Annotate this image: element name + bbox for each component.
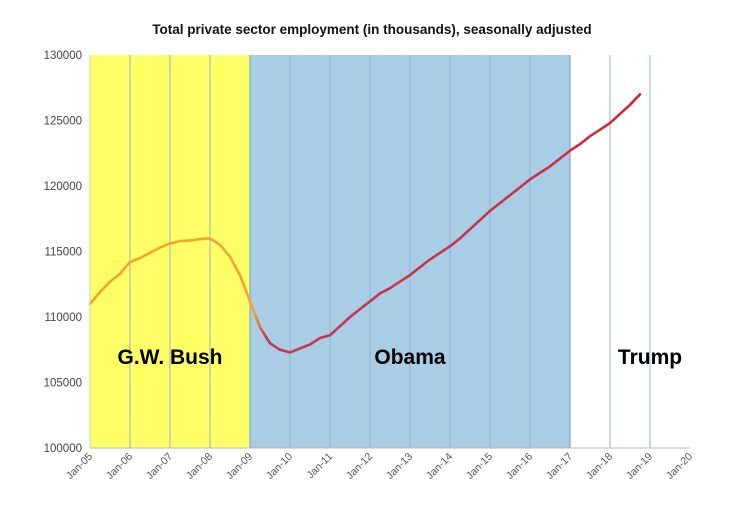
- x-tick-label: Jan-17: [544, 451, 575, 482]
- y-tick-labels: 100000 105000 110000 115000 120000 125000 1300…: [44, 50, 82, 455]
- region-label-g-w-bush: G.W. Bush: [118, 346, 223, 369]
- x-tick-label: Jan-16: [504, 451, 535, 482]
- chart-title: Total private sector employment (in thou…: [152, 22, 591, 37]
- y-tick-label: 115000: [44, 247, 82, 259]
- x-tick-label: Jan-07: [144, 451, 175, 482]
- vertical-gridlines: [129, 55, 651, 448]
- x-tick-label: Jan-09: [224, 451, 255, 482]
- x-tick-label: Jan-19: [624, 451, 655, 482]
- y-tick-label: 110000: [44, 312, 82, 324]
- y-tick-label: 120000: [44, 181, 82, 193]
- x-tick-label: Jan-05: [64, 451, 95, 482]
- x-tick-label: Jan-20: [664, 451, 695, 482]
- series-line: [88, 93, 642, 354]
- y-tick-label: 100000: [44, 443, 82, 455]
- x-tick-label: Jan-10: [264, 451, 295, 482]
- y-tick-label: 105000: [44, 378, 82, 390]
- x-tick-label: Jan-13: [384, 451, 415, 482]
- y-tick-label: 130000: [44, 50, 82, 62]
- x-tick-label: Jan-18: [584, 451, 615, 482]
- x-tick-label: Jan-15: [464, 451, 495, 482]
- x-tick-label: Jan-08: [184, 451, 215, 482]
- y-tick-label: 125000: [44, 116, 82, 128]
- x-tick-label: Jan-11: [304, 451, 335, 482]
- x-tick-label: Jan-06: [104, 451, 135, 482]
- region-trump: [570, 55, 690, 448]
- series-layer: [88, 93, 642, 354]
- presidency-regions: [90, 55, 690, 448]
- axes: [89, 55, 690, 449]
- region-label-obama: Obama: [374, 346, 446, 369]
- x-tick-label: Jan-12: [344, 451, 375, 482]
- x-tick-labels: Jan-05 Jan-06 Jan-07 Jan-08 Jan-09 Jan-10 Jan-…: [64, 451, 695, 482]
- x-tick-label: Jan-14: [424, 451, 455, 482]
- era-labels: G.W. Bush Obama Trump: [118, 346, 683, 369]
- region-label-trump: Trump: [618, 346, 682, 369]
